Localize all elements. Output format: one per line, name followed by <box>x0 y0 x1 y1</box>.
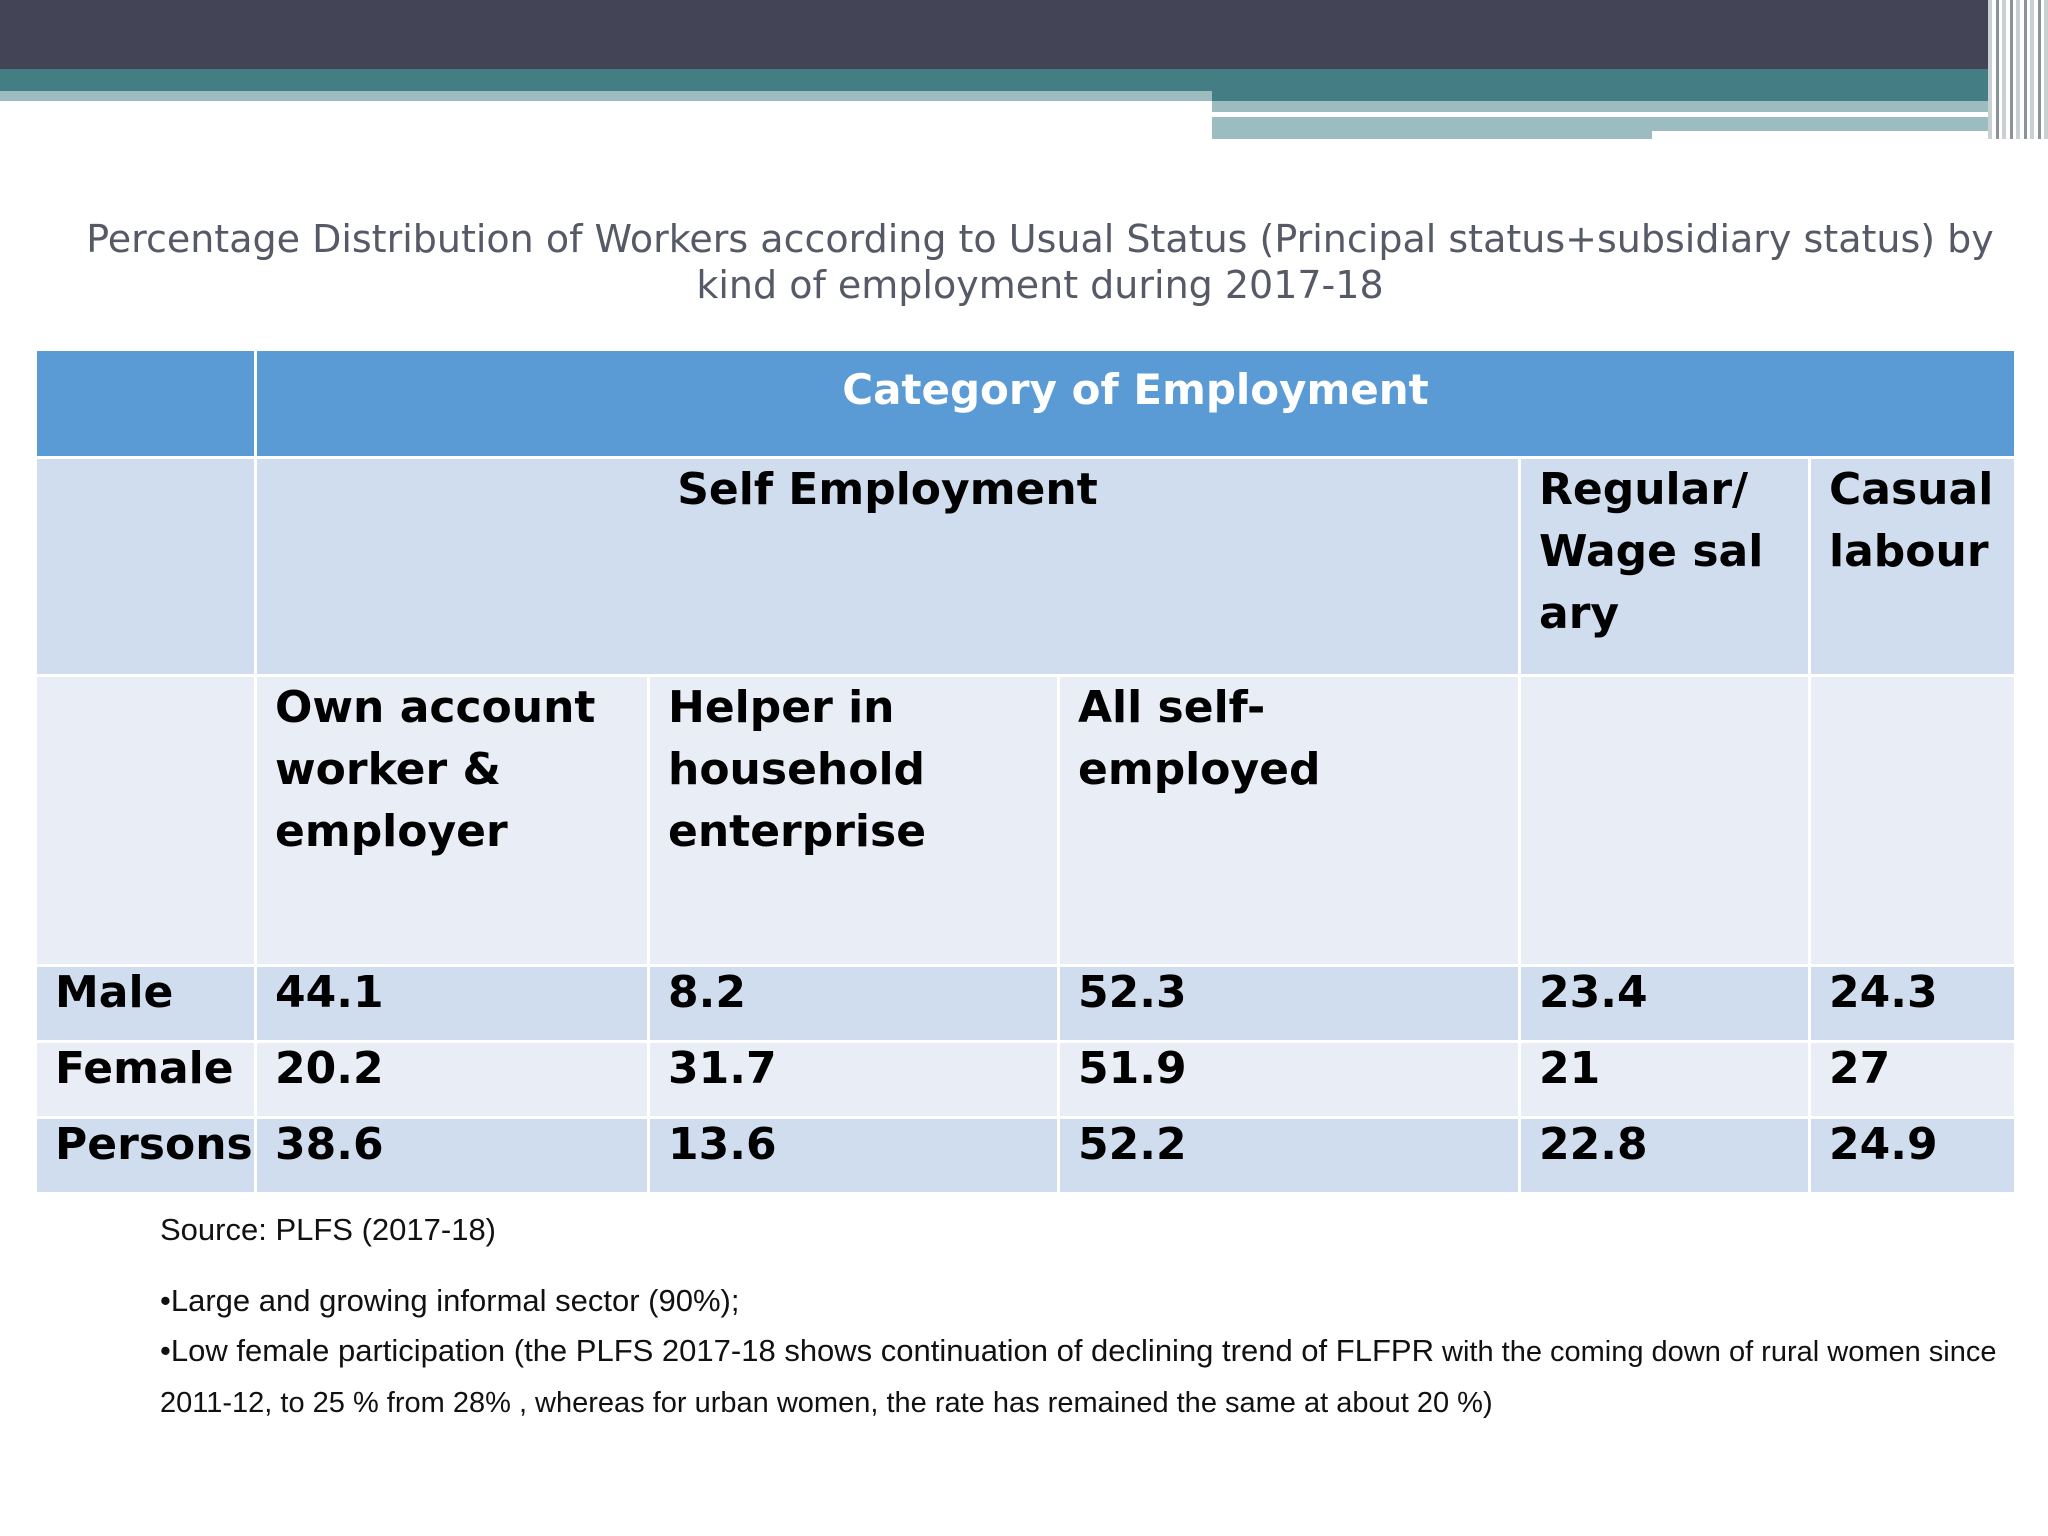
row-label: Male <box>34 964 257 1043</box>
cell-own-account: 20.2 <box>254 1040 650 1119</box>
cell-helper: 31.7 <box>647 1040 1060 1119</box>
employment-table: Category of Employment Self Employment R… <box>34 348 2018 1195</box>
cell-regular: 21 <box>1518 1040 1811 1119</box>
regular-wage-header: Regular/Wage salary <box>1518 456 1811 677</box>
table-row: Female 20.2 31.7 51.9 21 27 <box>34 1040 2018 1119</box>
notes-section: Source: PLFS (2017-18) •Large and growin… <box>160 1210 2010 1428</box>
source-note: Source: PLFS (2017-18) <box>160 1212 497 1247</box>
cell-helper: 13.6 <box>647 1116 1060 1195</box>
cell-own-account: 38.6 <box>254 1116 650 1195</box>
top-bar-dark <box>0 0 2048 69</box>
empty-cell <box>34 456 257 677</box>
corner-stripes <box>1988 0 2048 139</box>
cell-casual: 24.9 <box>1807 1116 2018 1195</box>
top-bar-light-lower <box>1212 117 2048 131</box>
helper-header: Helper in household enterprise <box>647 674 1060 967</box>
empty-cell <box>1518 674 1811 967</box>
top-bar-light <box>0 91 1212 101</box>
row-label: Female <box>34 1040 257 1119</box>
corner-cell <box>34 348 257 459</box>
cell-own-account: 44.1 <box>254 964 650 1043</box>
slide-title: Percentage Distribution of Workers accor… <box>86 217 1994 307</box>
own-account-header: Own account worker & employer <box>254 674 650 967</box>
cell-helper: 8.2 <box>647 964 1060 1043</box>
top-bar-teal-extension <box>1212 91 2048 101</box>
cell-all-self: 51.9 <box>1057 1040 1521 1119</box>
empty-cell <box>1807 674 2018 967</box>
top-bar-white-line <box>1212 112 1897 117</box>
header-row-category: Category of Employment <box>34 348 2018 459</box>
bullet-female-participation: •Low female participation (the PLFS 2017… <box>160 1326 2010 1428</box>
row-label: Persons <box>34 1116 257 1195</box>
cell-casual: 24.3 <box>1807 964 2018 1043</box>
top-bar-light-right <box>1212 101 2048 112</box>
table-row: Male 44.1 8.2 52.3 23.4 24.3 <box>34 964 2018 1043</box>
cell-regular: 22.8 <box>1518 1116 1811 1195</box>
cell-all-self: 52.3 <box>1057 964 1521 1043</box>
cell-regular: 23.4 <box>1518 964 1811 1043</box>
bullet-female-participation-detail: with the coming down of rural women sinc… <box>160 1336 1997 1419</box>
header-row-groups: Self Employment Regular/Wage salary Casu… <box>34 456 2018 677</box>
top-bar-teal <box>0 69 2048 91</box>
top-bar-light-short <box>1212 131 1652 139</box>
category-header: Category of Employment <box>253 348 2018 459</box>
table-row: Persons 38.6 13.6 52.2 22.8 24.9 <box>34 1116 2018 1195</box>
empty-cell <box>34 674 257 967</box>
casual-labour-header: Casual labour <box>1807 456 2018 677</box>
cell-all-self: 52.2 <box>1057 1116 1521 1195</box>
cell-casual: 27 <box>1807 1040 2018 1119</box>
self-employment-header: Self Employment <box>254 456 1521 677</box>
bullet-informal-sector: •Large and growing informal sector (90%)… <box>160 1283 740 1318</box>
all-self-employed-header: All self- employed <box>1057 674 1521 967</box>
bullet-female-participation-main: •Low female participation (the PLFS 2017… <box>160 1333 1434 1368</box>
header-row-subgroups: Own account worker & employer Helper in … <box>34 674 2018 967</box>
